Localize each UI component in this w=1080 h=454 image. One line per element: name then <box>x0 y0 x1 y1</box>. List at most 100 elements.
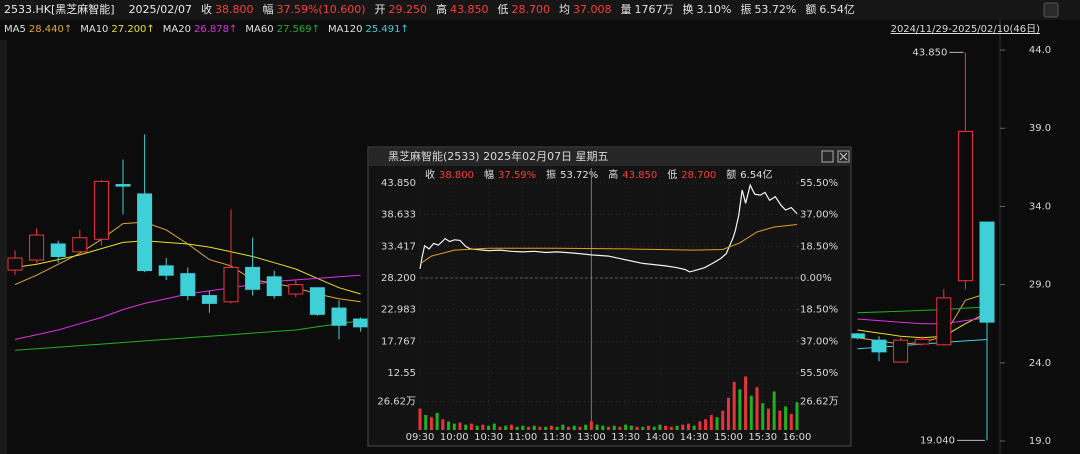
volume-bar <box>601 425 605 430</box>
info-value: 37.59% <box>498 170 536 181</box>
quote-label: 高 <box>436 2 447 16</box>
volume-bar <box>464 424 468 430</box>
popup-frame <box>367 146 852 447</box>
volume-bar <box>692 425 696 430</box>
volume-bar <box>749 395 753 430</box>
intraday-popup: 黑芝麻智能(2533) 2025年02月07日 星期五 收 38.800 幅 37.5… <box>367 146 852 447</box>
volume-bar <box>664 425 668 430</box>
y-tick-label: 28.200 <box>381 273 416 284</box>
candle-body <box>979 221 995 323</box>
legend-name: MA5 <box>4 24 26 35</box>
volume-bar <box>681 424 685 430</box>
volume-bar <box>789 413 793 430</box>
candle-body <box>266 276 282 297</box>
y-tick-label: 43.850 <box>381 178 416 189</box>
y-tick-label: 17.767 <box>381 336 416 347</box>
main-chart: 44.0 39.0 34.0 29.0 24.0 19.0 43.850 19.040 <box>7 45 1051 447</box>
legend-name: MA60 <box>245 24 273 35</box>
volume-bar <box>635 426 639 430</box>
volume-bar <box>424 415 428 430</box>
volume-bar <box>738 389 742 430</box>
settings-icon[interactable] <box>1043 2 1059 18</box>
date: 2025/02/07 <box>129 3 192 16</box>
volume-bar <box>447 421 451 430</box>
restore-button[interactable] <box>821 150 834 163</box>
candle-body <box>893 339 909 363</box>
candle-body <box>93 180 109 240</box>
candle-body <box>245 266 261 290</box>
candle-body <box>223 266 239 303</box>
quote-value: 43.850 <box>450 3 489 16</box>
volume-bar <box>744 376 748 430</box>
y2-tick-label: 0.00% <box>800 273 832 284</box>
volume-bar <box>492 423 496 430</box>
x-tick-label: 15:00 <box>714 432 743 443</box>
x-tick-label: 16:00 <box>783 432 812 443</box>
candle-body <box>309 287 325 315</box>
volume-bar <box>572 425 576 430</box>
volume-bar <box>452 423 456 430</box>
volume-bar <box>458 422 462 430</box>
volume-bar <box>721 410 725 430</box>
quote-value: 37.59%(10.600) <box>276 3 365 16</box>
volume-bar <box>612 425 616 430</box>
legend-value: 25.491↑ <box>366 24 409 35</box>
x-tick-label: 15:30 <box>748 432 777 443</box>
volume-bar <box>641 426 645 430</box>
volume-bar <box>629 425 633 430</box>
quote-label: 额 <box>805 3 816 16</box>
header-bar <box>0 0 1080 20</box>
volume-bar <box>498 426 502 430</box>
volume-bar <box>715 417 719 430</box>
quote-value: 3.10% <box>696 3 731 16</box>
close-button[interactable] <box>837 150 850 163</box>
x-tick-label: 09:30 <box>406 432 435 443</box>
candle-body <box>914 338 930 345</box>
info-label: 收 <box>425 168 435 181</box>
volume-bar <box>532 425 536 430</box>
quote-value: 1767万 <box>634 3 673 16</box>
legend-name: MA10 <box>80 24 108 35</box>
y2-tick-label: 55.50% <box>800 178 838 189</box>
y-tick-label: 38.633 <box>381 210 416 221</box>
candle-body <box>353 318 369 328</box>
candle-body <box>288 284 304 295</box>
quote-label: 均 <box>559 3 570 16</box>
quote-label: 量 <box>620 3 631 16</box>
volume-bar <box>795 402 799 430</box>
info-value: 53.72% <box>560 170 598 181</box>
volume-bar <box>784 406 788 430</box>
volume-bar <box>578 426 582 430</box>
y-tick-label: 22.983 <box>381 305 416 316</box>
volume-bar <box>595 424 599 430</box>
date-range: 2024/11/29-2025/02/10(46日) <box>891 24 1041 35</box>
x-tick-label: 14:00 <box>645 432 674 443</box>
legend-value: 27.569↑ <box>277 24 320 35</box>
info-label: 额 <box>726 168 736 181</box>
y2-tick-label: 18.50% <box>800 305 838 316</box>
legend-value: 28.440↑ <box>29 24 72 35</box>
quote-label: 振 <box>740 2 751 16</box>
info-label: 振 <box>546 168 556 181</box>
volume-bar <box>652 426 656 430</box>
info-value: 28.700 <box>681 170 716 181</box>
quote-value: 6.54亿 <box>819 3 855 16</box>
candle-body <box>201 295 217 304</box>
x-tick-label: 10:00 <box>440 432 469 443</box>
volume-bar <box>772 391 776 430</box>
legend-value: 26.878↑ <box>194 24 237 35</box>
info-value: 6.54亿 <box>740 168 772 181</box>
x-tick-label: 11:00 <box>508 432 537 443</box>
candle-body <box>7 257 23 271</box>
y-tick-label: 12.55 <box>387 368 416 379</box>
quote-value: 38.800 <box>215 3 254 16</box>
candle-body <box>50 243 66 257</box>
volume-bar <box>538 426 542 430</box>
volume-bar <box>487 425 491 430</box>
volume-bar <box>778 410 782 430</box>
quote-label: 收 <box>201 2 212 16</box>
y2-tick-label: 18.50% <box>800 241 838 252</box>
volume-bar <box>732 381 736 430</box>
quote-value: 28.700 <box>511 3 550 16</box>
